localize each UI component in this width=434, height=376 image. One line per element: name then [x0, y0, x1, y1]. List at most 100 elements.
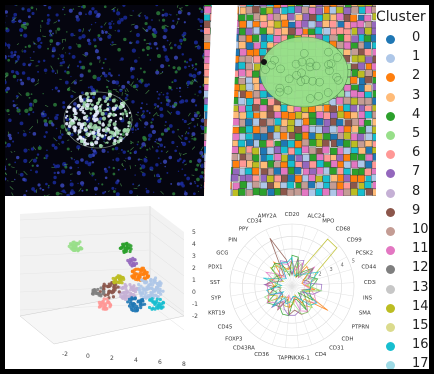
- legend-label: 2: [412, 68, 420, 83]
- scatter-point: [134, 290, 137, 293]
- radar-axis-label: MPO: [322, 219, 334, 225]
- scatter-point: [159, 284, 162, 287]
- x-tick-label: 0: [86, 353, 90, 360]
- scatter-point: [124, 287, 127, 290]
- scatter-point: [106, 293, 109, 296]
- legend-swatch: [386, 93, 395, 102]
- radar-axis-label: CD43RA: [233, 346, 255, 352]
- radar-axis-label: CD38: [364, 280, 376, 286]
- fluorescence-image-panel: [0, 0, 230, 196]
- z-tick-label: -1: [192, 301, 198, 308]
- scatter-point: [157, 306, 160, 309]
- scatter-point: [132, 284, 135, 287]
- scatter-point: [72, 249, 75, 252]
- legend-item: 5: [376, 126, 434, 146]
- radar-tick-label: 4: [341, 263, 344, 269]
- legend-label: 14: [412, 299, 429, 314]
- radar-axis-label: CD36: [254, 352, 269, 358]
- scatter-point: [150, 308, 153, 311]
- legend-swatch: [386, 285, 395, 294]
- legend-label: 3: [412, 88, 420, 103]
- legend-label: 10: [412, 222, 429, 237]
- scatter-point: [71, 241, 74, 244]
- scatter-point: [103, 297, 106, 300]
- scatter-point: [103, 302, 106, 305]
- legend-swatch: [386, 246, 395, 255]
- legend-item: 13: [376, 280, 434, 300]
- legend-label: 9: [412, 203, 420, 218]
- legend-label: 15: [412, 318, 429, 333]
- scatter-point: [105, 307, 108, 310]
- legend-label: 4: [412, 107, 420, 122]
- scatter-point: [137, 283, 140, 286]
- radar-tick-label: 2: [318, 271, 321, 277]
- radar-axis-label: NKX6-1: [290, 356, 310, 362]
- scatter-point: [129, 302, 132, 305]
- legend-item: 3: [376, 88, 434, 108]
- legend-label: 16: [412, 337, 429, 352]
- scatter-point: [131, 287, 134, 290]
- scatter-point: [136, 278, 139, 281]
- legend-label: 12: [412, 260, 429, 275]
- radar-axis-label: CD44: [361, 265, 376, 271]
- scatter-point: [126, 246, 129, 249]
- scatter-point: [122, 294, 125, 297]
- scatter-point: [139, 301, 142, 304]
- x-tick-label: 8: [182, 361, 186, 368]
- scatter-point: [98, 305, 101, 308]
- legend-label: 1: [412, 49, 420, 64]
- legend-swatch: [386, 131, 395, 140]
- legend-swatch: [386, 342, 395, 351]
- scatter-point: [125, 243, 128, 246]
- legend-item: 15: [376, 318, 434, 338]
- scatter-point: [112, 277, 115, 280]
- radar-chart-panel: 12345CD20ALC24MPOCD68CD99PCSK2CD44CD38IN…: [206, 196, 376, 374]
- radar-chart: 12345CD20ALC24MPOCD68CD99PCSK2CD44CD38IN…: [206, 196, 376, 374]
- scatter-point: [118, 290, 121, 293]
- scatter-point: [156, 298, 159, 301]
- legend-label: 17: [412, 356, 429, 371]
- legend-item: 7: [376, 164, 434, 184]
- scatter-point: [124, 285, 127, 288]
- legend-swatch: [386, 304, 395, 313]
- scatter-point: [133, 258, 136, 261]
- legend-item: 0: [376, 30, 434, 50]
- z-tick-label: 0: [192, 289, 196, 296]
- z-tick-label: 4: [192, 241, 196, 248]
- z-tick-label: -2: [192, 313, 198, 320]
- fluorescence-image: [0, 0, 230, 196]
- radar-axis-label: PTPRN: [352, 324, 370, 330]
- scatter-point: [109, 284, 112, 287]
- scatter-point: [125, 291, 128, 294]
- scatter-point: [159, 288, 162, 291]
- radar-axis-label: CDH: [342, 336, 354, 342]
- radar-axis-label: SYP: [211, 296, 222, 302]
- radar-axis-label: PIN: [228, 237, 237, 243]
- z-tick-label: 5: [192, 229, 196, 236]
- legend-swatch: [386, 323, 395, 332]
- scatter-point: [159, 298, 162, 301]
- scatter-point: [131, 270, 134, 273]
- scatter-point: [99, 302, 102, 305]
- legend-item: 6: [376, 145, 434, 165]
- legend-label: 7: [412, 164, 420, 179]
- scatter-point: [69, 247, 72, 250]
- legend-item: 11: [376, 241, 434, 261]
- legend-item: 17: [376, 356, 434, 376]
- radar-axis-label: INS: [363, 296, 373, 302]
- scatter-point: [142, 273, 145, 276]
- scatter-point: [74, 242, 77, 245]
- scatter-point: [76, 249, 79, 252]
- scatter-point: [102, 307, 105, 310]
- scatter-point: [119, 247, 122, 250]
- legend-label: 8: [412, 184, 420, 199]
- legend-swatch: [386, 227, 395, 236]
- scatter-point: [141, 292, 144, 295]
- segmentation-map-panel: [204, 0, 376, 196]
- scatter-point: [150, 281, 153, 284]
- radar-axis-label: AMY2A: [258, 214, 277, 220]
